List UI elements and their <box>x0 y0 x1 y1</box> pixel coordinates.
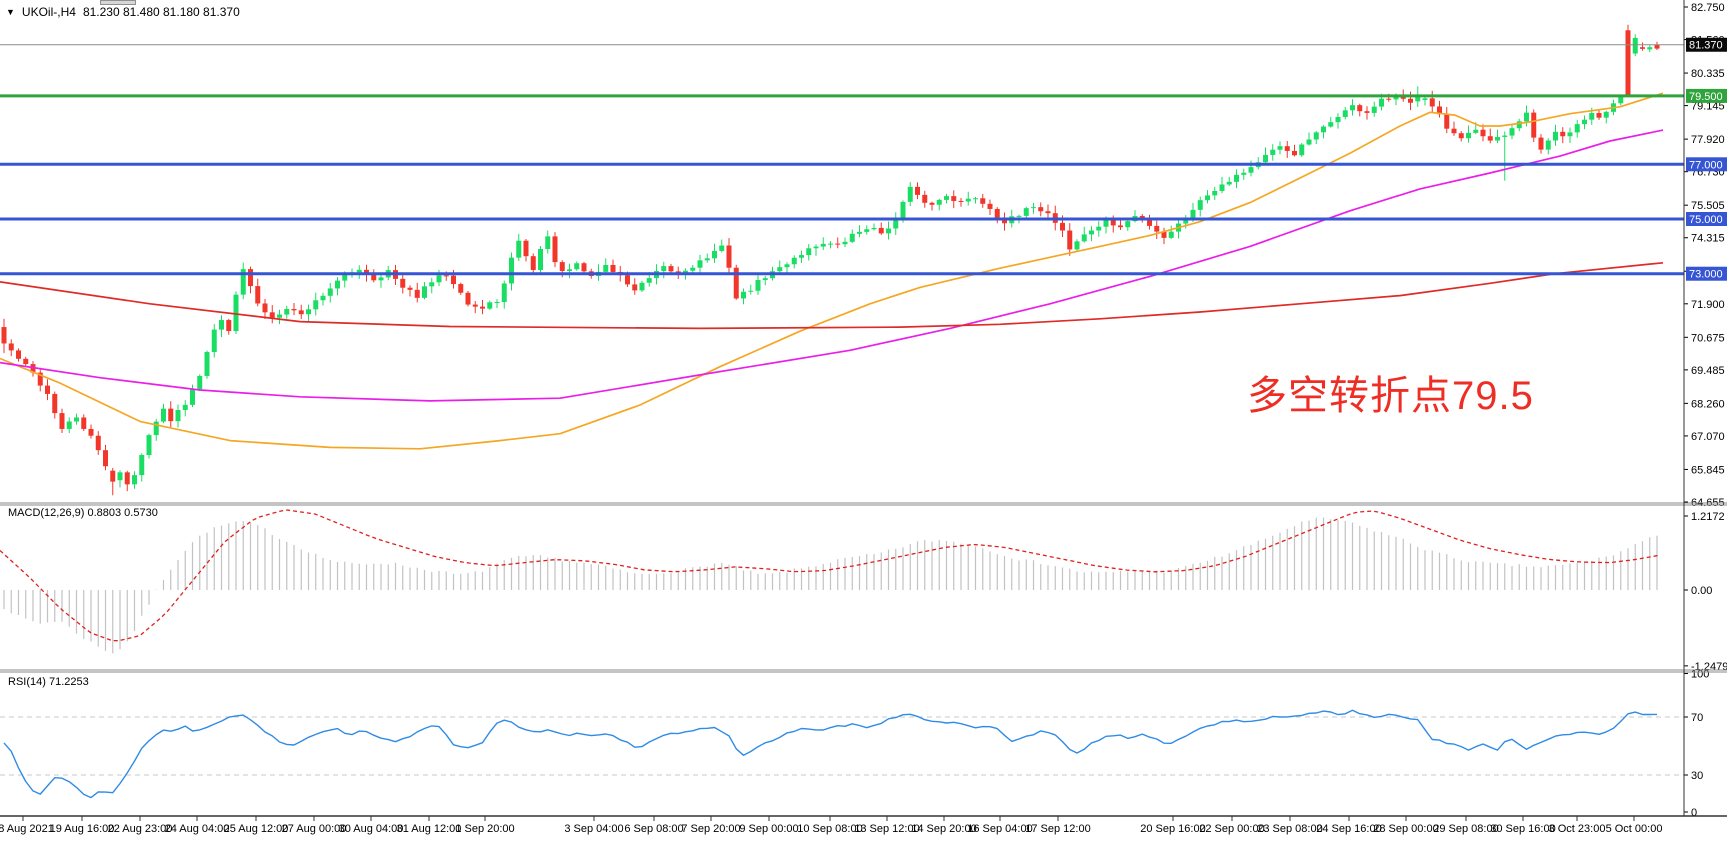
svg-text:82.750: 82.750 <box>1691 2 1725 14</box>
moving-averages-layer <box>0 92 1664 450</box>
time-tick-label: 30 Aug 04:00 <box>339 823 404 835</box>
time-tick-label: 14 Sep 20:00 <box>911 823 976 835</box>
svg-text:75.505: 75.505 <box>1691 200 1725 212</box>
time-tick-label: 23 Sep 08:00 <box>1257 823 1322 835</box>
price-tag-79.500: 79.500 <box>1686 88 1727 103</box>
candles-layer <box>1 24 1660 496</box>
ma-fast-orange <box>0 92 1664 450</box>
svg-text:68.260: 68.260 <box>1691 398 1725 410</box>
time-tick-label: 25 Aug 12:00 <box>224 823 289 835</box>
horizontal-levels-layer <box>0 44 1684 276</box>
svg-text:74.315: 74.315 <box>1691 233 1725 245</box>
svg-text:69.485: 69.485 <box>1691 365 1725 377</box>
time-tick-label: 22 Sep 00:00 <box>1199 823 1264 835</box>
svg-text:71.900: 71.900 <box>1691 299 1725 311</box>
svg-text:67.070: 67.070 <box>1691 431 1725 443</box>
svg-text:70: 70 <box>1691 712 1703 724</box>
time-tick-label: 27 Aug 00:00 <box>282 823 347 835</box>
time-tick-label: 28 Sep 00:00 <box>1373 823 1438 835</box>
rsi-line <box>3 709 1658 799</box>
price-axis: 82.75081.56080.33579.14577.92076.73075.5… <box>1684 2 1727 509</box>
time-tick-label: 20 Sep 16:00 <box>1140 823 1205 835</box>
price-tag-75.000: 75.000 <box>1686 212 1727 227</box>
svg-text:81.370: 81.370 <box>1689 40 1723 52</box>
time-tick-label: 3 Oct 23:00 <box>1549 823 1606 835</box>
ohlc-values: 81.230 81.480 81.180 81.370 <box>82 5 240 19</box>
svg-text:80.335: 80.335 <box>1691 68 1725 80</box>
svg-text:75.000: 75.000 <box>1689 214 1723 226</box>
chart-annotation-text: 多空转折点79.5 <box>1247 374 1534 418</box>
price-tag-73.000: 73.000 <box>1686 266 1727 281</box>
time-tick-label: 16 Sep 04:00 <box>967 823 1032 835</box>
rsi-indicator-label: RSI(14) 71.2253 <box>8 676 89 688</box>
svg-text:79.500: 79.500 <box>1689 91 1723 103</box>
svg-text:79.145: 79.145 <box>1691 101 1725 113</box>
svg-text:77.920: 77.920 <box>1691 134 1725 146</box>
macd-signal-line <box>0 509 1660 642</box>
time-tick-label: 24 Aug 04:00 <box>165 823 230 835</box>
symbol-timeframe-label: UKOil-,H4 <box>21 5 76 19</box>
svg-text:0.00: 0.00 <box>1691 585 1712 597</box>
price-tag-77.000: 77.000 <box>1686 157 1727 172</box>
time-tick-label: 31 Aug 12:00 <box>397 823 462 835</box>
time-tick-label: 6 Sep 08:00 <box>624 823 683 835</box>
svg-text:30: 30 <box>1691 770 1703 782</box>
svg-text:65.845: 65.845 <box>1691 464 1725 476</box>
svg-text:73.000: 73.000 <box>1689 269 1723 281</box>
ma-mid-magenta <box>0 129 1664 402</box>
time-tick-label: 24 Sep 16:00 <box>1316 823 1381 835</box>
svg-text:77.000: 77.000 <box>1689 159 1723 171</box>
price-tag-81.370: 81.370 <box>1686 37 1727 52</box>
time-tick-label: 1 Sep 20:00 <box>455 823 514 835</box>
time-tick-label: 3 Sep 04:00 <box>564 823 623 835</box>
time-tick-label: 19 Aug 16:00 <box>50 823 115 835</box>
time-tick-label: 5 Oct 00:00 <box>1606 823 1663 835</box>
time-tick-label: 17 Sep 12:00 <box>1025 823 1090 835</box>
time-tick-label: 7 Sep 20:00 <box>681 823 740 835</box>
chart-scroll-position-marker[interactable] <box>100 0 136 5</box>
time-tick-label: 22 Aug 23:00 <box>108 823 173 835</box>
symbol-ohlc-bar: ▼ UKOil-,H4 81.230 81.480 81.180 81.370 <box>6 5 240 19</box>
pane-borders <box>0 0 1727 817</box>
svg-text:70.675: 70.675 <box>1691 332 1725 344</box>
collapse-ohlc-icon[interactable]: ▼ <box>6 7 15 17</box>
macd-indicator-label: MACD(12,26,9) 0.8803 0.5730 <box>8 507 158 519</box>
svg-text:0: 0 <box>1691 807 1697 819</box>
time-tick-label: 30 Sep 16:00 <box>1490 823 1555 835</box>
time-tick-label: 18 Aug 2021 <box>0 823 54 835</box>
time-tick-label: 29 Sep 08:00 <box>1433 823 1498 835</box>
svg-text:1.2172: 1.2172 <box>1691 511 1725 523</box>
time-tick-label: 13 Sep 12:00 <box>854 823 919 835</box>
time-tick-label: 9 Sep 00:00 <box>739 823 798 835</box>
time-tick-label: 10 Sep 08:00 <box>797 823 862 835</box>
ma-slow-red <box>0 261 1664 330</box>
